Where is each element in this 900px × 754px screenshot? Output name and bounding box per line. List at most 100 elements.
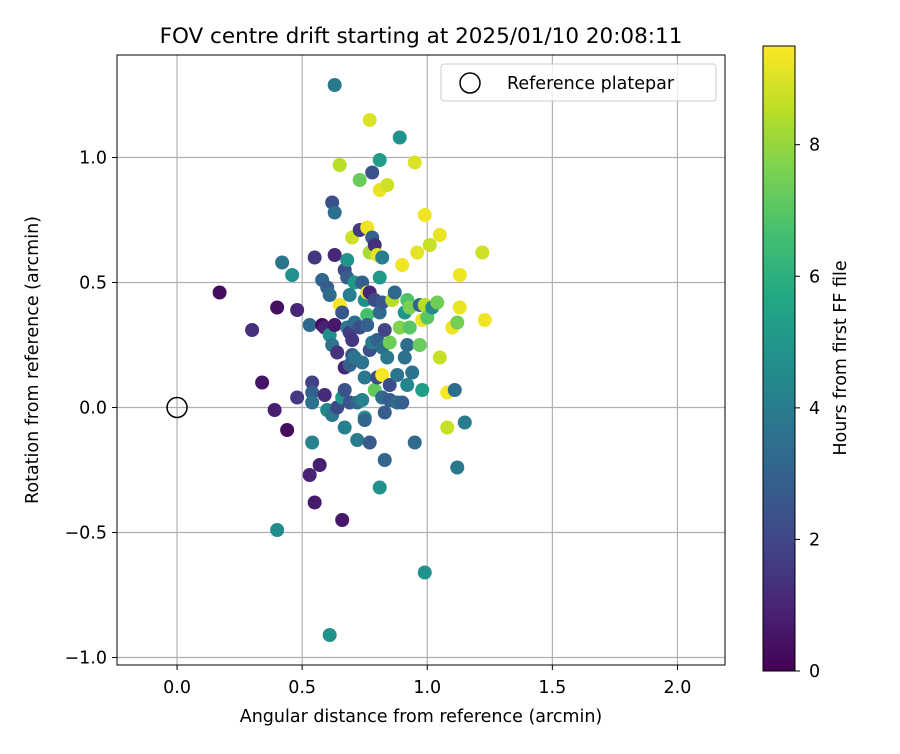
colorbar: 0 2 4 6 8 Hours from first FF file <box>762 45 851 682</box>
scatter-point <box>405 365 420 380</box>
scatter-point <box>457 415 472 430</box>
scatter-point <box>380 350 395 365</box>
scatter-point <box>290 303 305 317</box>
scatter-point <box>407 435 422 450</box>
reference-platepar-marker <box>166 396 188 419</box>
scatter-point <box>377 323 392 337</box>
scatter-point <box>332 158 347 172</box>
colorbar-ticks: 0 2 4 6 8 <box>795 136 820 682</box>
scatter-point <box>312 458 327 472</box>
scatter-point <box>362 113 377 127</box>
legend: Reference platepar <box>440 63 717 102</box>
scatter-point <box>357 370 372 385</box>
scatter-point <box>350 433 365 447</box>
colorbar-tick-label: 6 <box>809 267 820 287</box>
colorbar-tick-label: 4 <box>809 399 820 419</box>
scatter-point <box>327 78 342 92</box>
scatter-point <box>340 253 355 267</box>
colorbar-tick-label: 2 <box>809 530 820 550</box>
scatter-point <box>430 295 445 310</box>
scatter-point <box>305 395 320 410</box>
scatter-point <box>355 393 370 407</box>
scatter-point <box>392 130 407 145</box>
scatter-point <box>212 285 227 300</box>
scatter-point <box>302 318 317 332</box>
colorbar-label: Hours from first FF file <box>831 260 851 455</box>
x-tick-label: 1.5 <box>538 678 566 698</box>
scatter-point <box>307 495 322 510</box>
scatter-point <box>372 480 387 495</box>
y-axis-label: Rotation from reference (arcmin) <box>23 216 43 504</box>
scatter-point <box>415 383 430 397</box>
y-tick-label: −1.0 <box>65 649 108 669</box>
scatter-point <box>335 305 350 320</box>
x-tick-label: 0.5 <box>288 678 316 698</box>
y-tick-label: −0.5 <box>65 524 108 544</box>
scatter-point <box>422 238 437 252</box>
scatter-point <box>417 208 432 222</box>
legend-marker-icon <box>459 72 481 94</box>
x-tick-label: 2.0 <box>664 678 692 698</box>
y-axis-ticks: −1.0 −0.5 0.0 0.5 1.0 <box>65 149 117 669</box>
scatter-point <box>330 345 345 360</box>
scatter-point <box>452 268 467 282</box>
scatter-point <box>477 313 492 327</box>
scatter-point <box>305 375 320 390</box>
scatter-point <box>432 228 447 242</box>
scatter-point <box>372 153 387 167</box>
scatter-point <box>275 255 290 270</box>
scatter-point <box>352 173 367 187</box>
scatter-point <box>285 268 300 282</box>
scatter-point <box>382 335 397 350</box>
scatter-point <box>432 350 447 365</box>
x-axis-ticks: 0.0 0.5 1.0 1.5 2.0 <box>163 665 691 698</box>
colorbar-frame <box>762 45 796 672</box>
y-tick-label: 0.0 <box>79 399 107 419</box>
scatter-point <box>290 390 305 405</box>
scatter-point <box>337 383 352 397</box>
scatter-point <box>365 165 380 180</box>
scatter-point <box>280 423 295 437</box>
colorbar-tick-label: 0 <box>809 662 820 682</box>
scatter-point <box>267 403 282 417</box>
scatter-point <box>355 355 370 370</box>
x-axis-label: Angular distance from reference (arcmin) <box>240 707 603 727</box>
scatter-point <box>375 250 390 265</box>
scatter-point <box>375 368 390 382</box>
scatter-point <box>380 178 395 192</box>
scatter-point <box>305 435 320 450</box>
scatter-point <box>412 338 427 352</box>
scatter-point <box>362 435 377 450</box>
scatter-point <box>335 513 350 527</box>
scatter-point <box>345 333 360 347</box>
y-tick-label: 0.5 <box>79 274 107 294</box>
reference-marker <box>166 396 188 419</box>
scatter-point <box>255 375 270 390</box>
x-tick-label: 1.0 <box>413 678 441 698</box>
y-tick-label: 1.0 <box>79 149 107 169</box>
scatter-point <box>392 320 407 335</box>
scatter-point <box>322 628 337 642</box>
scatter-point <box>305 385 320 400</box>
scatter-point <box>410 245 425 260</box>
scatter-point <box>440 420 455 435</box>
scatter-point <box>447 383 462 397</box>
scatter-point <box>450 460 465 475</box>
plot-frame <box>116 54 726 666</box>
scatter-point <box>452 300 467 315</box>
scatter-point <box>400 378 415 392</box>
scatter-point <box>307 250 322 265</box>
legend-box <box>440 63 717 102</box>
scatter-point <box>327 318 342 332</box>
scatter-point <box>327 248 342 262</box>
plot-background <box>117 55 725 665</box>
scatter-point <box>322 288 337 302</box>
scatter-point <box>395 395 410 410</box>
scatter-point <box>270 300 285 315</box>
scatter-point <box>337 420 352 435</box>
scatter-point <box>360 318 375 332</box>
legend-label: Reference platepar <box>507 74 675 94</box>
scatter-point <box>317 388 332 402</box>
